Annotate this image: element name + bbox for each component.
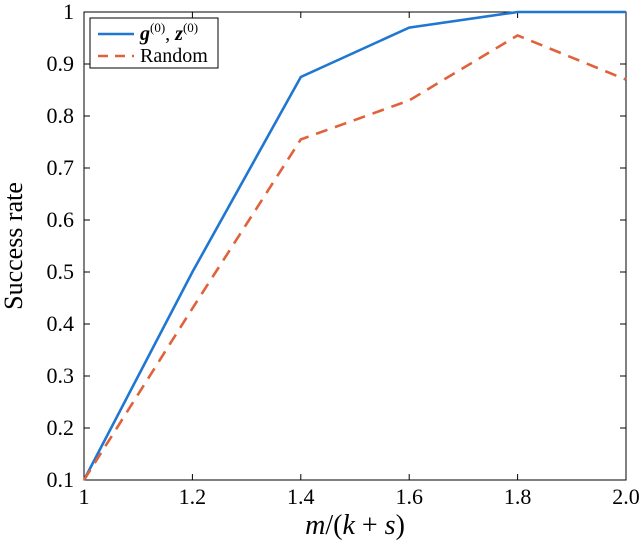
x-axis-ticks: 1 1.2 1.4 1.6 1.8 2.0 — [79, 12, 640, 509]
x-tick-label: 1.2 — [179, 484, 207, 509]
y-axis-label: Success rate — [0, 182, 28, 310]
x-tick-label: 1.4 — [287, 484, 315, 509]
line-chart: 11.21.41.61.82.0 0.10.20.30.40.50.60.70.… — [0, 0, 640, 541]
y-tick-label: 0.6 — [47, 207, 75, 232]
x-tick-label: 1 — [79, 484, 90, 509]
x-axis-label: m/(k + s) — [305, 510, 405, 541]
y-tick-label: 0.1 — [47, 467, 75, 492]
legend: g(0), z(0) Random — [90, 18, 218, 68]
y-tick-label: 1 — [63, 0, 74, 24]
y-tick-label: 0.4 — [47, 311, 75, 336]
series-g0z0 — [84, 12, 626, 480]
y-tick-label: 0.9 — [47, 51, 75, 76]
x-tick-label: 1.6 — [395, 484, 423, 509]
y-tick-label: 0.8 — [47, 103, 75, 128]
y-tick-label: 0.2 — [47, 415, 75, 440]
y-tick-label: 0.3 — [47, 363, 75, 388]
plot-border — [84, 12, 626, 480]
x-tick-label: 2.0 — [612, 484, 640, 509]
y-axis-ticks: 0.1 0.2 0.3 0.4 0.5 0.6 0.7 0.8 0.9 1 — [47, 0, 627, 492]
legend-label-random: Random — [140, 45, 208, 67]
series-random — [84, 35, 626, 480]
y-tick-label: 0.7 — [47, 155, 75, 180]
x-tick-label: 1.8 — [504, 484, 532, 509]
y-tick-label: 0.5 — [47, 259, 75, 284]
chart-svg: 11.21.41.61.82.0 0.10.20.30.40.50.60.70.… — [0, 0, 640, 541]
